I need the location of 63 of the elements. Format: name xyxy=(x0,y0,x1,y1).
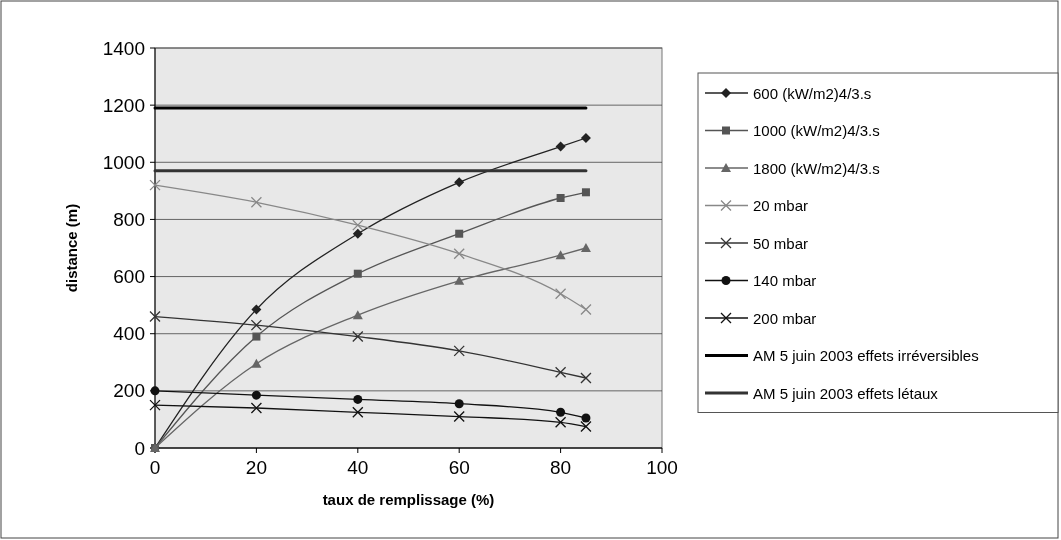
point xyxy=(149,310,161,323)
point xyxy=(554,366,567,378)
point xyxy=(352,228,363,239)
legend-label: 140 mbar xyxy=(753,272,817,289)
legend-label: 600 (kW/m2)4/3.s xyxy=(753,84,872,102)
point xyxy=(149,179,161,191)
y-tick-label: 200 xyxy=(113,380,145,402)
y-tick-label: 600 xyxy=(113,266,145,288)
point xyxy=(352,330,364,343)
point xyxy=(250,319,263,331)
y-tick-label: 1400 xyxy=(102,37,145,59)
legend-label: 1000 (kW/m2)4/3.s xyxy=(753,122,880,139)
legend-label: 200 mbar xyxy=(753,309,817,327)
x-tick-label: 40 xyxy=(347,457,369,478)
point xyxy=(352,219,364,231)
legend-label: 50 mbar xyxy=(753,234,809,252)
legend-label: AM 5 juin 2003 effets létaux xyxy=(753,384,939,402)
x-tick-label: 20 xyxy=(245,457,267,478)
point xyxy=(352,406,364,418)
point xyxy=(250,402,263,414)
point xyxy=(580,133,591,143)
point xyxy=(555,250,566,260)
point xyxy=(581,413,591,423)
point xyxy=(252,332,261,341)
x-tick-label: 0 xyxy=(149,457,161,478)
point xyxy=(250,196,263,208)
point xyxy=(251,358,262,368)
y-tick-label: 400 xyxy=(113,323,145,345)
x-axis-title: taux de remplissage (%) xyxy=(322,491,495,508)
point xyxy=(251,304,262,315)
point xyxy=(581,188,590,197)
legend-label: 1800 (kW/m2)4/3.s xyxy=(753,159,880,177)
point xyxy=(455,229,464,238)
point xyxy=(150,386,160,396)
point xyxy=(454,399,464,409)
point xyxy=(580,243,591,252)
point xyxy=(353,269,362,278)
point xyxy=(453,410,465,423)
point xyxy=(453,248,465,260)
y-tick-label: 0 xyxy=(134,437,145,459)
y-tick-label: 1200 xyxy=(102,94,145,116)
point xyxy=(454,177,465,188)
point xyxy=(580,303,592,316)
y-tick-label: 800 xyxy=(113,208,145,230)
point xyxy=(556,407,566,417)
point xyxy=(556,194,565,202)
point xyxy=(580,420,592,433)
x-tick-label: 80 xyxy=(550,457,572,478)
legend-label: 20 mbar xyxy=(753,197,809,214)
point xyxy=(453,345,465,357)
y-axis-title: distance (m) xyxy=(63,203,80,293)
legend-label: AM 5 juin 2003 effets irréversibles xyxy=(753,347,979,364)
point xyxy=(352,310,363,320)
point xyxy=(580,372,592,384)
x-tick-label: 100 xyxy=(646,457,678,478)
x-tick-label: 60 xyxy=(448,457,470,478)
y-tick-label: 1000 xyxy=(102,151,145,173)
point xyxy=(149,399,161,411)
point xyxy=(251,390,261,400)
point xyxy=(554,288,567,300)
point xyxy=(353,394,363,404)
point xyxy=(555,141,566,152)
point xyxy=(554,416,567,428)
